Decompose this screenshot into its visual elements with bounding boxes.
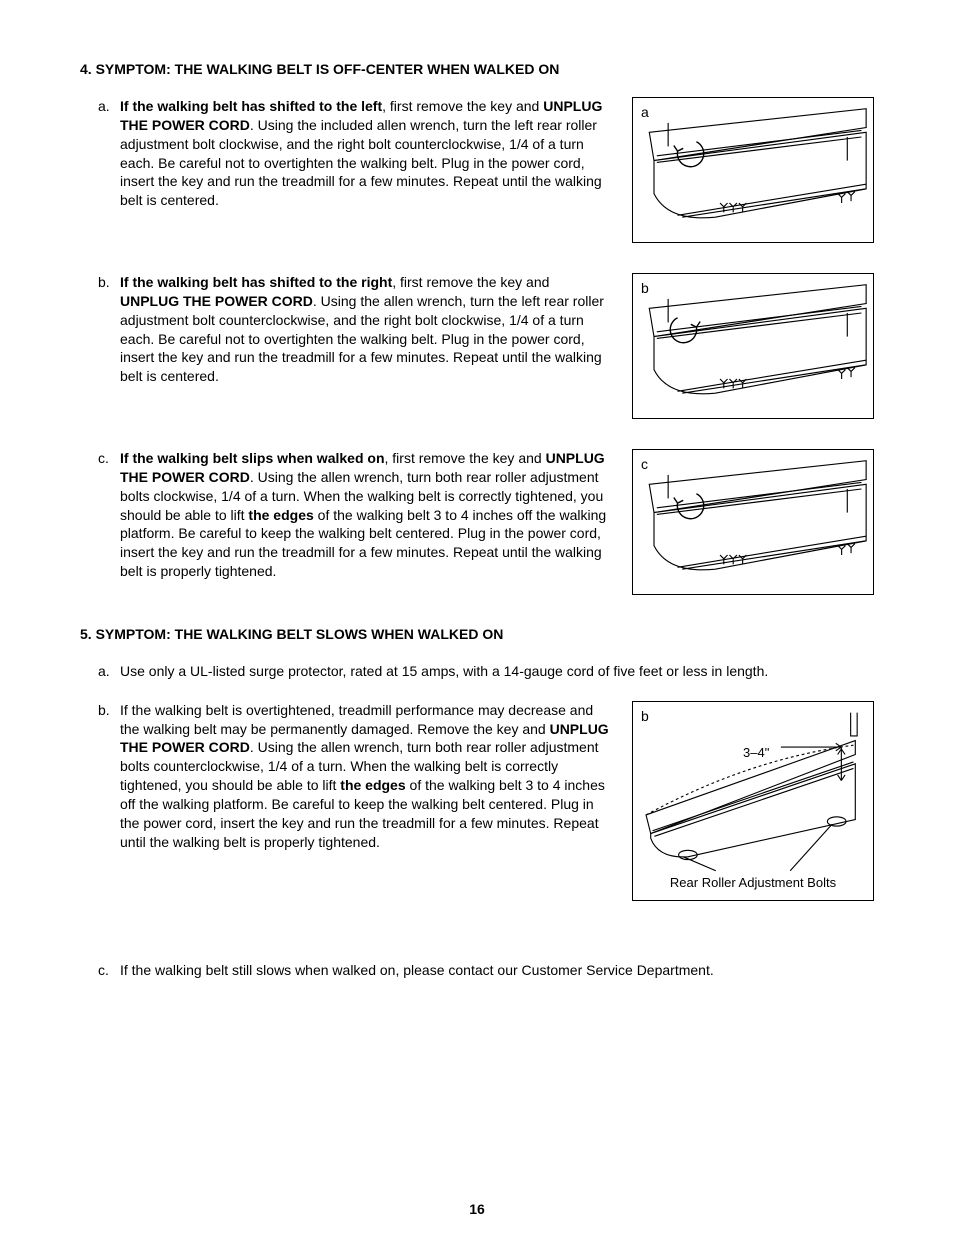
text: , first remove the key and	[392, 274, 549, 290]
text: , first remove the key and	[382, 98, 543, 114]
figure-label: b	[641, 707, 649, 726]
item-body: If the walking belt still slows when wal…	[120, 961, 874, 980]
item-letter: c.	[98, 961, 120, 980]
figure-4a: a	[632, 97, 874, 243]
page-number: 16	[80, 1200, 874, 1219]
figure-dimension: 3–4"	[743, 744, 769, 762]
item-letter: b.	[98, 273, 120, 386]
figure-4c: c	[632, 449, 874, 595]
lead-bold: If the walking belt slips when walked on	[120, 450, 385, 466]
treadmill-diagram-icon	[639, 104, 867, 236]
treadmill-diagram-icon	[639, 456, 867, 588]
item-letter: a.	[98, 97, 120, 210]
item-body: If the walking belt has shifted to the l…	[120, 97, 612, 210]
figure-caption: Rear Roller Adjustment Bolts	[633, 874, 873, 892]
figure-label: c	[641, 455, 648, 474]
lead-bold: If the walking belt has shifted to the l…	[120, 98, 382, 114]
item-body: Use only a UL-listed surge protector, ra…	[120, 662, 874, 681]
text: , first remove the key and	[385, 450, 546, 466]
section4-heading: 4. SYMPTOM: THE WALKING BELT IS OFF-CENT…	[80, 60, 874, 79]
text: If the walking belt is overtightened, tr…	[120, 702, 593, 737]
figure-5b: b 3–4" Rear Roller Adjustment Bolts	[632, 701, 874, 901]
section4-item-a: a. If the walking belt has shifted to th…	[98, 97, 874, 243]
treadmill-diagram-icon	[639, 280, 867, 412]
lead-bold: If the walking belt has shifted to the r…	[120, 274, 392, 290]
unplug-bold: UNPLUG THE POWER CORD	[120, 293, 313, 309]
edges-bold: the edges	[248, 507, 313, 523]
section5-item-c: c. If the walking belt still slows when …	[98, 961, 874, 980]
figure-4b: b	[632, 273, 874, 419]
item-letter: a.	[98, 662, 120, 681]
item-letter: b.	[98, 701, 120, 852]
figure-label: b	[641, 279, 649, 298]
section5-heading: 5. SYMPTOM: THE WALKING BELT SLOWS WHEN …	[80, 625, 874, 644]
item-body: If the walking belt is overtightened, tr…	[120, 701, 612, 852]
item-letter: c.	[98, 449, 120, 581]
item-body: If the walking belt slips when walked on…	[120, 449, 612, 581]
section5-item-b: b. If the walking belt is overtightened,…	[98, 701, 874, 901]
section4-item-b: b. If the walking belt has shifted to th…	[98, 273, 874, 419]
figure-label: a	[641, 103, 649, 122]
treadmill-side-diagram-icon	[639, 708, 867, 894]
edges-bold: the edges	[340, 777, 405, 793]
item-body: If the walking belt has shifted to the r…	[120, 273, 612, 386]
section5-item-a: a. Use only a UL-listed surge protector,…	[98, 662, 874, 681]
section4-item-c: c. If the walking belt slips when walked…	[98, 449, 874, 595]
